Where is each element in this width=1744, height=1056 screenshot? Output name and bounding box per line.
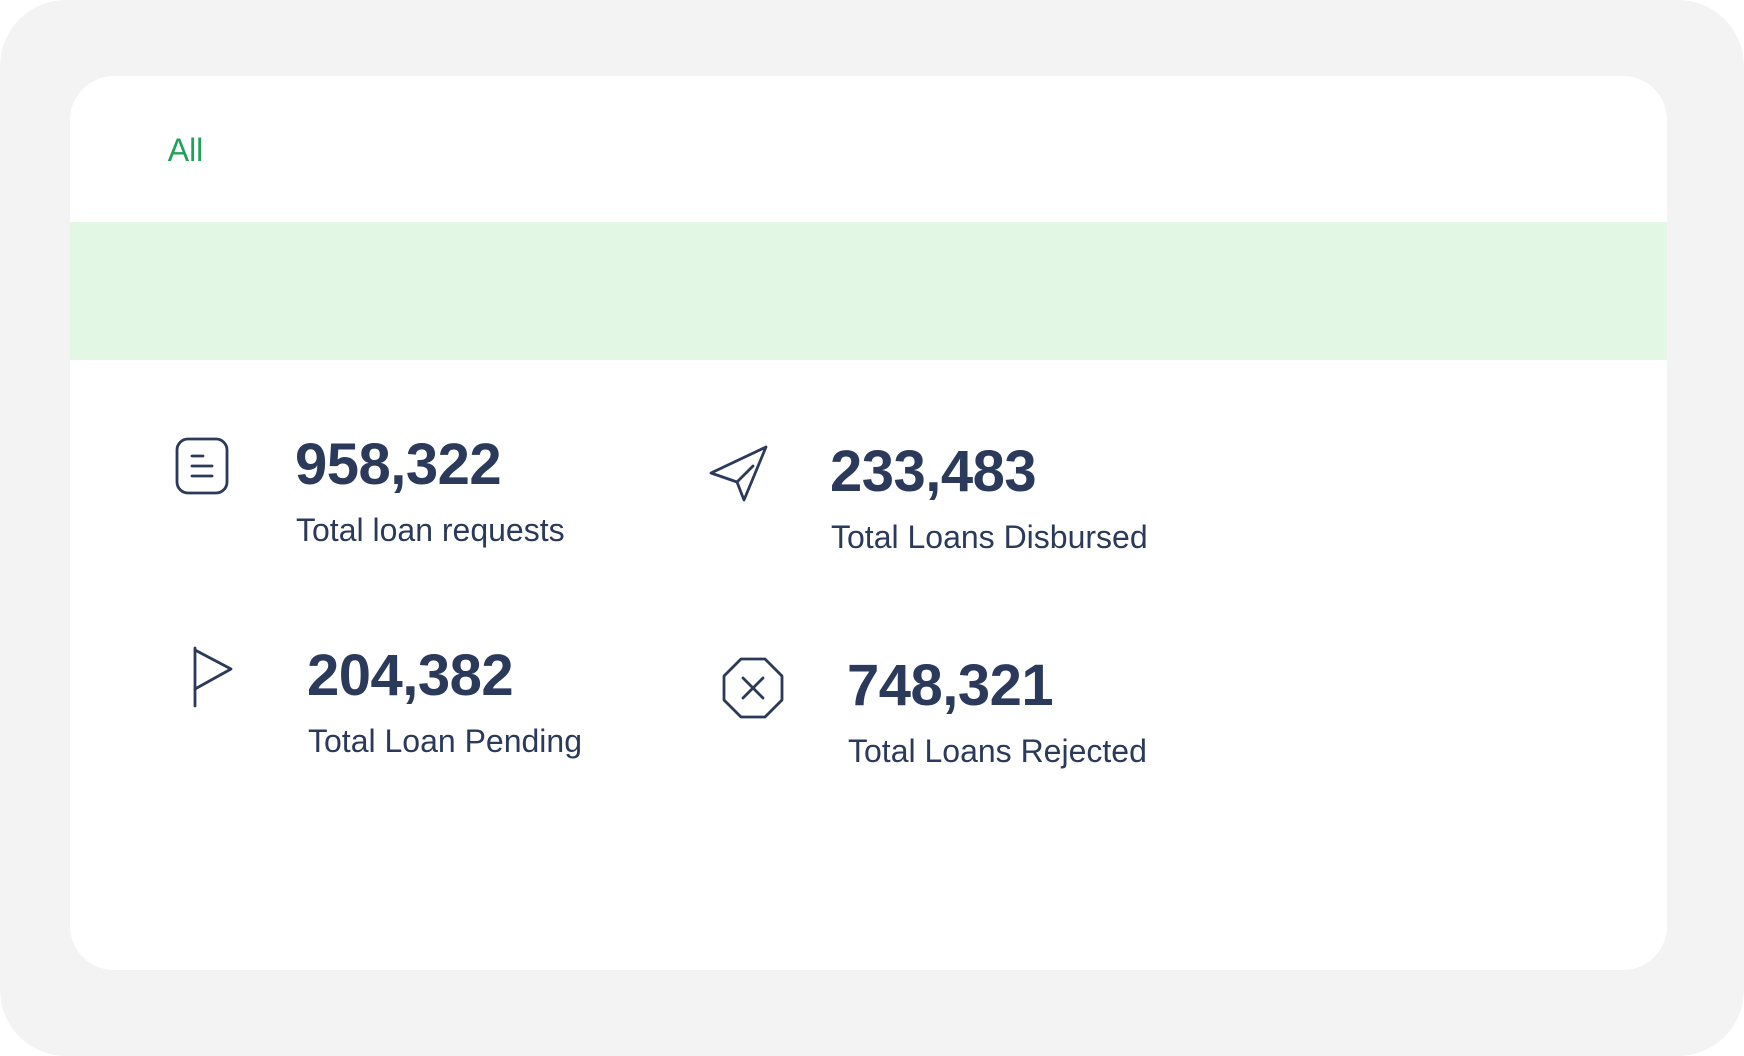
document-lines-icon [175,437,229,495]
stat-value: 204,382 [307,643,514,708]
tab-content-banner [70,222,1667,360]
flag-icon [191,645,235,709]
stat-label: Total Loans Rejected [848,733,1147,769]
stat-value: 748,321 [847,653,1054,718]
stat-value: 958,322 [295,432,502,497]
paper-plane-icon [708,444,770,504]
stat-label: Total Loan Pending [308,723,582,759]
stat-label: Total Loans Disbursed [831,519,1148,555]
tab-all-label: All [167,132,204,168]
stat-value: 233,483 [830,439,1037,504]
octagon-x-icon [721,656,785,720]
stat-label: Total loan requests [296,512,565,548]
tab-all[interactable]: All [147,128,224,274]
stats-card: All 958,322 Total loan requests [70,76,1667,970]
